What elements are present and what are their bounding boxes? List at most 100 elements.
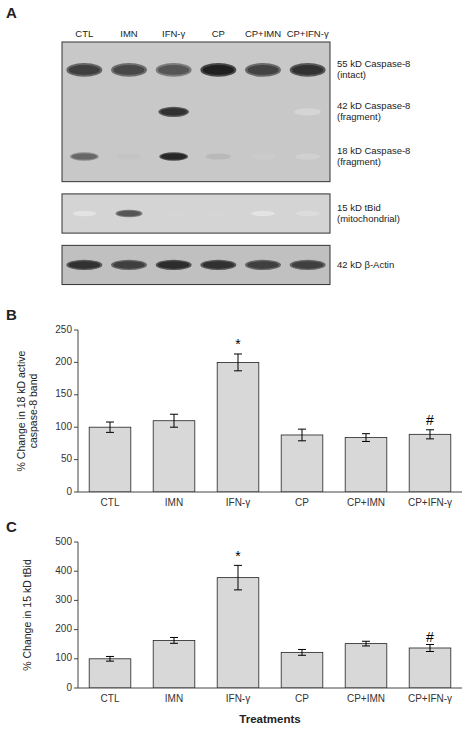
text-line: 18 kD Caspase-8 <box>337 145 410 156</box>
bar-panel: C0100200300400500% Change in 15 kD tBidC… <box>6 518 462 725</box>
band-halo <box>156 63 192 77</box>
error-bar <box>234 354 242 371</box>
band <box>116 108 143 115</box>
band-halo <box>66 63 102 77</box>
error-cap <box>426 429 434 430</box>
error-stem <box>174 637 175 643</box>
band-halo <box>111 260 147 270</box>
y-tick <box>74 629 78 630</box>
band <box>294 108 321 115</box>
band-halo <box>245 260 281 270</box>
bar-panel: B050100150200250% Change in 18 kD active… <box>6 306 462 508</box>
band-halo <box>156 260 192 270</box>
band <box>162 211 185 217</box>
error-cap <box>234 589 242 590</box>
annotation: # <box>426 629 434 645</box>
bar <box>89 659 131 688</box>
y-tick-label: 150 <box>55 388 72 399</box>
y-tick-label: 200 <box>55 356 72 367</box>
text-line: 42 kD Caspase-8 <box>337 100 410 111</box>
band-halo <box>200 260 236 270</box>
band <box>117 211 140 217</box>
x-tick-label: CP+IMN <box>347 693 385 704</box>
bar <box>345 438 387 492</box>
text-line: % Change in 15 kD tBid <box>21 559 33 671</box>
error-bar <box>426 430 434 439</box>
band <box>160 108 187 115</box>
error-cap <box>106 432 114 433</box>
band <box>72 153 97 159</box>
error-cap <box>106 656 114 657</box>
y-tick-label: 200 <box>55 623 72 634</box>
error-bar <box>106 422 114 432</box>
blot-membrane <box>62 42 330 182</box>
band <box>247 65 278 75</box>
band-halo <box>158 107 189 117</box>
band-halo <box>245 63 281 77</box>
y-tick <box>74 542 78 543</box>
text-line: (fragment) <box>337 111 381 122</box>
band <box>250 108 277 115</box>
x-tick-label: IFN-γ <box>226 693 250 704</box>
band <box>295 153 320 159</box>
error-stem <box>366 434 367 442</box>
y-tick-label: 50 <box>61 453 73 464</box>
lane-label: IFN-γ <box>162 28 185 39</box>
error-bar <box>426 644 434 651</box>
band-label: 42 kD β-Actin <box>337 258 394 269</box>
error-cap <box>362 645 370 646</box>
bar <box>409 434 451 492</box>
text-line: 55 kD Caspase-8 <box>337 58 410 69</box>
band <box>69 65 100 75</box>
y-tick <box>74 459 78 460</box>
error-cap <box>234 353 242 354</box>
band <box>116 153 141 159</box>
y-tick-label: 0 <box>66 682 72 693</box>
error-bar <box>106 656 114 661</box>
band <box>292 65 323 75</box>
text-line: 15 kD tBid <box>337 202 381 213</box>
error-stem <box>302 649 303 655</box>
band-label: 15 kD tBid(mitochondrial) <box>337 202 400 224</box>
band-halo <box>111 63 147 77</box>
text-line: 42 kD β-Actin <box>337 258 394 269</box>
error-stem <box>110 422 111 432</box>
error-stem <box>302 429 303 441</box>
annotation: # <box>426 412 434 428</box>
band <box>158 65 189 75</box>
band <box>203 261 234 268</box>
error-stem <box>238 565 239 590</box>
band <box>250 153 275 159</box>
annotation: * <box>235 548 241 564</box>
band <box>203 65 234 75</box>
bar <box>89 427 131 492</box>
y-tick <box>74 394 78 395</box>
error-bar <box>298 429 306 441</box>
bar <box>217 578 259 688</box>
text-line: (fragment) <box>337 156 381 167</box>
x-tick-label: CP <box>295 497 309 508</box>
text-line: (intact) <box>337 69 366 80</box>
y-tick-label: 0 <box>66 486 72 497</box>
error-stem <box>430 644 431 651</box>
band <box>296 211 319 217</box>
error-stem <box>174 414 175 427</box>
bar <box>153 421 195 492</box>
error-cap <box>170 637 178 638</box>
error-bar <box>170 637 178 643</box>
band <box>113 261 144 268</box>
error-bar <box>234 565 242 590</box>
text-line: (mitochondrial) <box>337 213 400 224</box>
y-tick-label: 100 <box>55 421 72 432</box>
bars <box>89 565 451 688</box>
error-cap <box>106 661 114 662</box>
x-tick-label: IMN <box>165 693 183 704</box>
error-bar <box>362 434 370 442</box>
text-line: % Change in 18 kD active <box>15 350 27 471</box>
error-stem <box>430 430 431 439</box>
band <box>251 211 274 217</box>
x-tick-label: CP <box>295 693 309 704</box>
error-cap <box>298 429 306 430</box>
bar <box>345 644 387 688</box>
y-tick <box>74 427 78 428</box>
